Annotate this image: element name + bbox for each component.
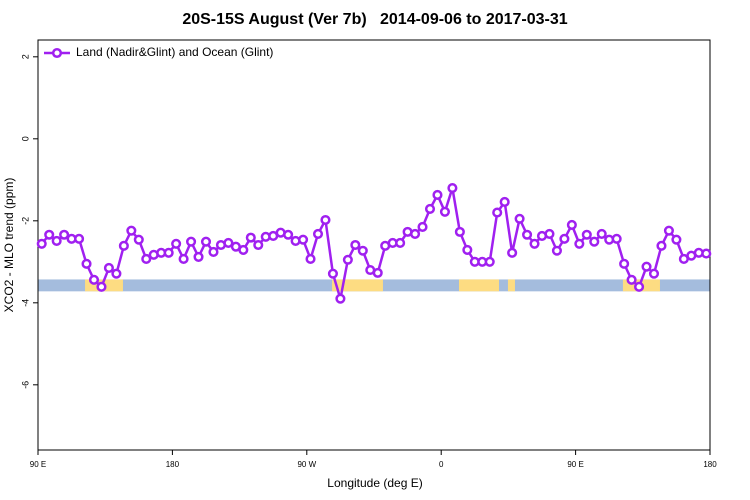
y-tick-label: 2: [20, 54, 30, 59]
point: [357, 245, 368, 256]
point: [59, 229, 70, 240]
point: [484, 256, 495, 267]
point: [223, 237, 234, 248]
legend-label: Land (Nadir&Glint) and Ocean (Glint): [76, 45, 273, 59]
chart-title: 20S-15S August (Ver 7b) 2014-09-06 to 20…: [182, 11, 567, 28]
point: [111, 268, 122, 279]
x-tick-label: 180: [166, 460, 180, 469]
point: [439, 206, 450, 217]
point: [499, 196, 510, 207]
point: [522, 229, 533, 240]
point: [44, 229, 55, 240]
point: [171, 238, 182, 249]
point: [163, 247, 174, 258]
point: [566, 219, 577, 230]
point: [298, 234, 309, 245]
point: [126, 225, 137, 236]
legend-marker: [51, 47, 63, 59]
point: [88, 274, 100, 285]
point: [320, 214, 331, 226]
point: [551, 245, 562, 256]
x-tick-label: 90 W: [297, 460, 316, 469]
point: [701, 248, 712, 259]
point: [74, 233, 85, 244]
point: [253, 239, 264, 251]
x-tick-label: 0: [439, 460, 444, 469]
point: [208, 246, 219, 258]
point: [36, 238, 47, 249]
point: [589, 236, 600, 247]
point: [514, 213, 525, 224]
point: [671, 234, 682, 245]
point: [372, 267, 383, 278]
point: [103, 262, 114, 274]
point: [462, 244, 473, 255]
point: [611, 233, 622, 244]
point: [96, 281, 107, 292]
point: [186, 236, 197, 247]
x-axis-label: Longitude (deg E): [327, 476, 422, 490]
point: [410, 228, 421, 239]
x-tick-label: 90 E: [30, 460, 46, 469]
point: [133, 234, 144, 245]
point: [350, 239, 361, 251]
point: [507, 247, 518, 258]
point: [51, 235, 62, 246]
point: [342, 254, 353, 265]
point: [118, 240, 129, 251]
point: [178, 253, 189, 264]
land-band: [332, 279, 383, 292]
point: [312, 228, 324, 239]
point: [663, 225, 674, 236]
x-tick-label: 90 E: [567, 460, 583, 469]
point: [641, 261, 652, 272]
y-tick-label: 0: [20, 136, 30, 141]
point: [81, 258, 92, 269]
point: [626, 274, 637, 285]
x-tick-label: 180: [703, 460, 717, 469]
point: [141, 253, 152, 264]
point: [544, 228, 555, 239]
point: [454, 226, 465, 237]
point: [559, 233, 570, 244]
point: [529, 238, 540, 249]
point: [574, 238, 585, 249]
point: [193, 251, 204, 262]
point: [335, 293, 346, 304]
plot-frame: [37, 39, 711, 451]
point: [283, 229, 294, 240]
y-tick-label: -2: [20, 217, 30, 225]
point: [648, 268, 660, 279]
land-band: [507, 279, 515, 292]
point: [245, 232, 256, 243]
point: [596, 228, 607, 239]
point: [327, 268, 338, 279]
point: [305, 253, 316, 264]
y-tick-label: -4: [20, 299, 30, 307]
point: [492, 207, 503, 218]
point: [634, 281, 645, 292]
point: [238, 244, 249, 255]
point: [417, 221, 428, 233]
y-axis-label: XCO2 - MLO trend (ppm): [2, 178, 16, 313]
point: [424, 203, 436, 214]
point: [200, 236, 212, 247]
point: [447, 182, 458, 194]
point: [619, 258, 630, 269]
point: [581, 229, 592, 240]
point: [432, 189, 443, 201]
point: [656, 240, 667, 251]
land-band: [458, 279, 499, 292]
point: [395, 237, 406, 248]
y-tick-label: -6: [20, 381, 30, 389]
